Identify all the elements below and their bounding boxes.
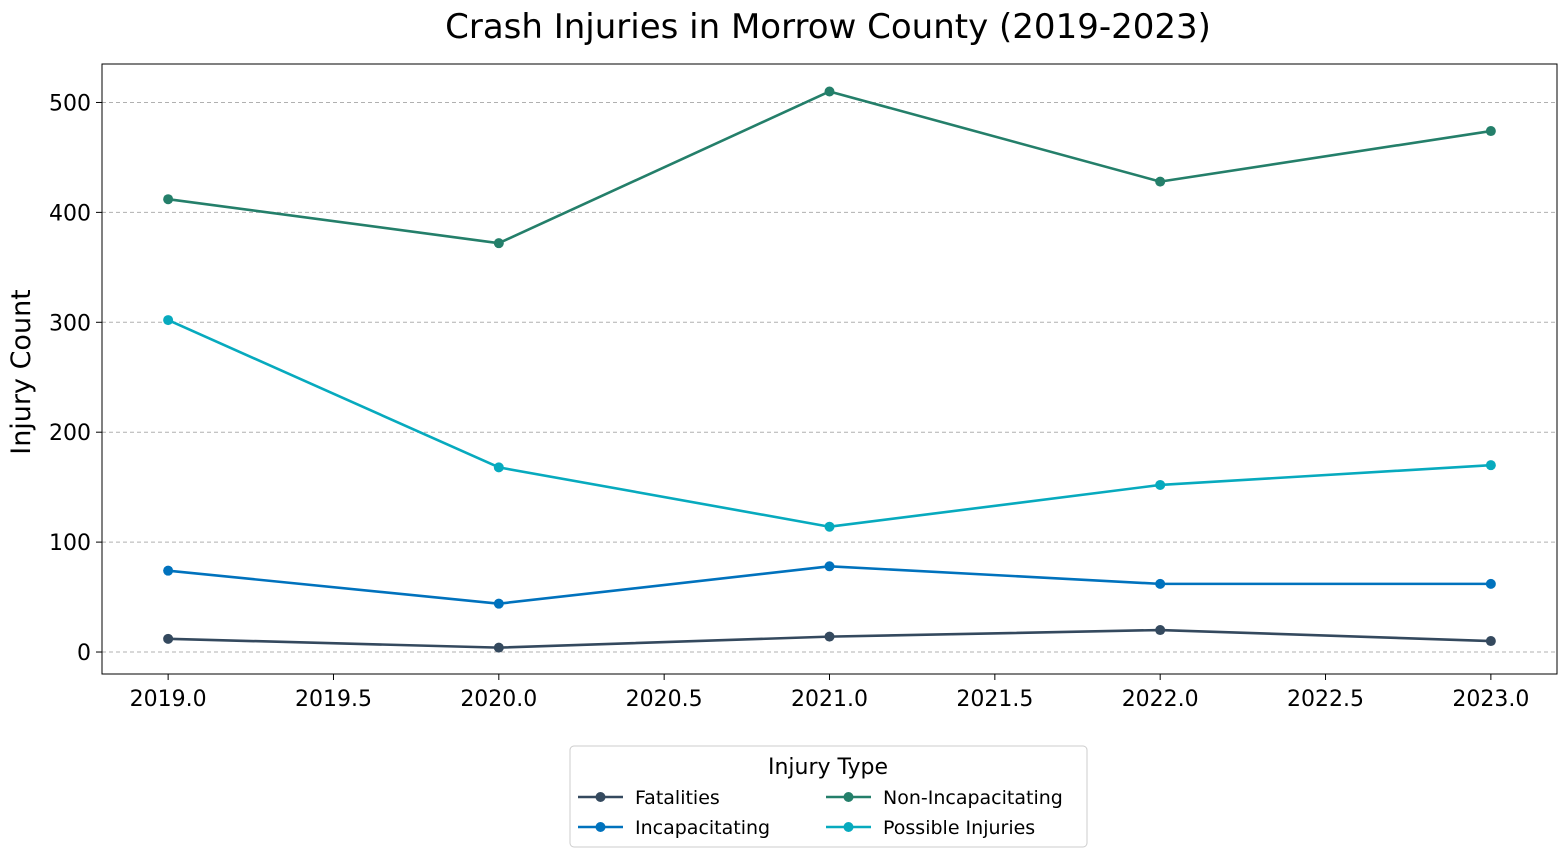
x-tick-label: 2019.0	[130, 687, 207, 712]
legend-label: Possible Injuries	[883, 817, 1035, 839]
legend-entry: Non-Incapacitating	[826, 787, 1063, 809]
data-point	[163, 315, 174, 326]
data-point	[493, 462, 504, 473]
y-tick-label: 100	[49, 531, 91, 556]
x-axis-ticks: 2019.0 2019.5 2020.0 2020.5 2021.0 2021.5 2022…	[130, 674, 1529, 712]
series-non-incapacitating	[163, 86, 1496, 249]
series-incapacitating	[163, 561, 1496, 609]
data-point	[163, 194, 174, 205]
data-point	[493, 642, 504, 653]
data-point	[163, 565, 174, 576]
x-tick-label: 2020.0	[460, 687, 537, 712]
y-tick-label: 200	[49, 421, 91, 446]
legend-label: Incapacitating	[635, 817, 770, 839]
legend-swatch-marker	[595, 792, 606, 802]
x-tick-label: 2021.0	[791, 687, 868, 712]
legend-swatch-marker	[843, 792, 854, 802]
y-tick-label: 0	[77, 641, 91, 666]
data-point	[1155, 625, 1166, 636]
legend-title: Injury Type	[768, 755, 888, 780]
data-point	[1155, 578, 1166, 589]
chart-title: Crash Injuries in Morrow County (2019-20…	[445, 7, 1211, 47]
data-point	[1155, 479, 1166, 490]
legend: Injury Type Fatalities Incapacitating Non-…	[569, 745, 1088, 848]
series-possible-injuries	[163, 315, 1496, 532]
y-gridlines	[102, 101, 1557, 653]
x-tick-label: 2023.0	[1452, 687, 1529, 712]
legend-entry: Incapacitating	[578, 817, 770, 839]
legend-label: Non-Incapacitating	[883, 787, 1063, 809]
data-point	[493, 238, 504, 249]
y-axis-label: Injury Count	[6, 289, 37, 455]
series-layer	[163, 86, 1496, 653]
x-tick-label: 2021.5	[956, 687, 1033, 712]
legend-swatch-marker	[595, 822, 606, 832]
data-point	[824, 561, 835, 572]
x-tick-label: 2019.5	[295, 687, 372, 712]
y-tick-label: 500	[49, 91, 91, 116]
series-line	[168, 564, 1491, 605]
x-tick-label: 2022.5	[1287, 687, 1364, 712]
legend-label: Fatalities	[635, 787, 720, 809]
legend-items: Fatalities Incapacitating Non-Incapacitati…	[578, 787, 1063, 839]
legend-entry: Possible Injuries	[826, 817, 1035, 839]
data-point	[163, 633, 174, 644]
x-tick-label: 2020.5	[626, 687, 703, 712]
data-point	[1155, 176, 1166, 187]
legend-entry: Fatalities	[578, 787, 720, 809]
legend-swatch-marker	[843, 822, 854, 832]
y-tick-label: 400	[49, 201, 91, 226]
data-point	[1485, 460, 1496, 471]
data-point	[1485, 578, 1496, 589]
series-line	[167, 318, 1491, 529]
x-tick-label: 2022.0	[1122, 687, 1199, 712]
data-point	[824, 86, 835, 97]
series-fatalities	[163, 625, 1496, 653]
data-point	[824, 521, 835, 532]
data-point	[493, 598, 504, 609]
y-axis-ticks: 0 100 200 300 400 500	[49, 91, 102, 666]
data-point	[824, 631, 835, 642]
series-line	[167, 90, 1492, 245]
data-point	[1485, 126, 1496, 137]
y-tick-label: 300	[49, 311, 91, 336]
data-point	[1485, 636, 1496, 647]
